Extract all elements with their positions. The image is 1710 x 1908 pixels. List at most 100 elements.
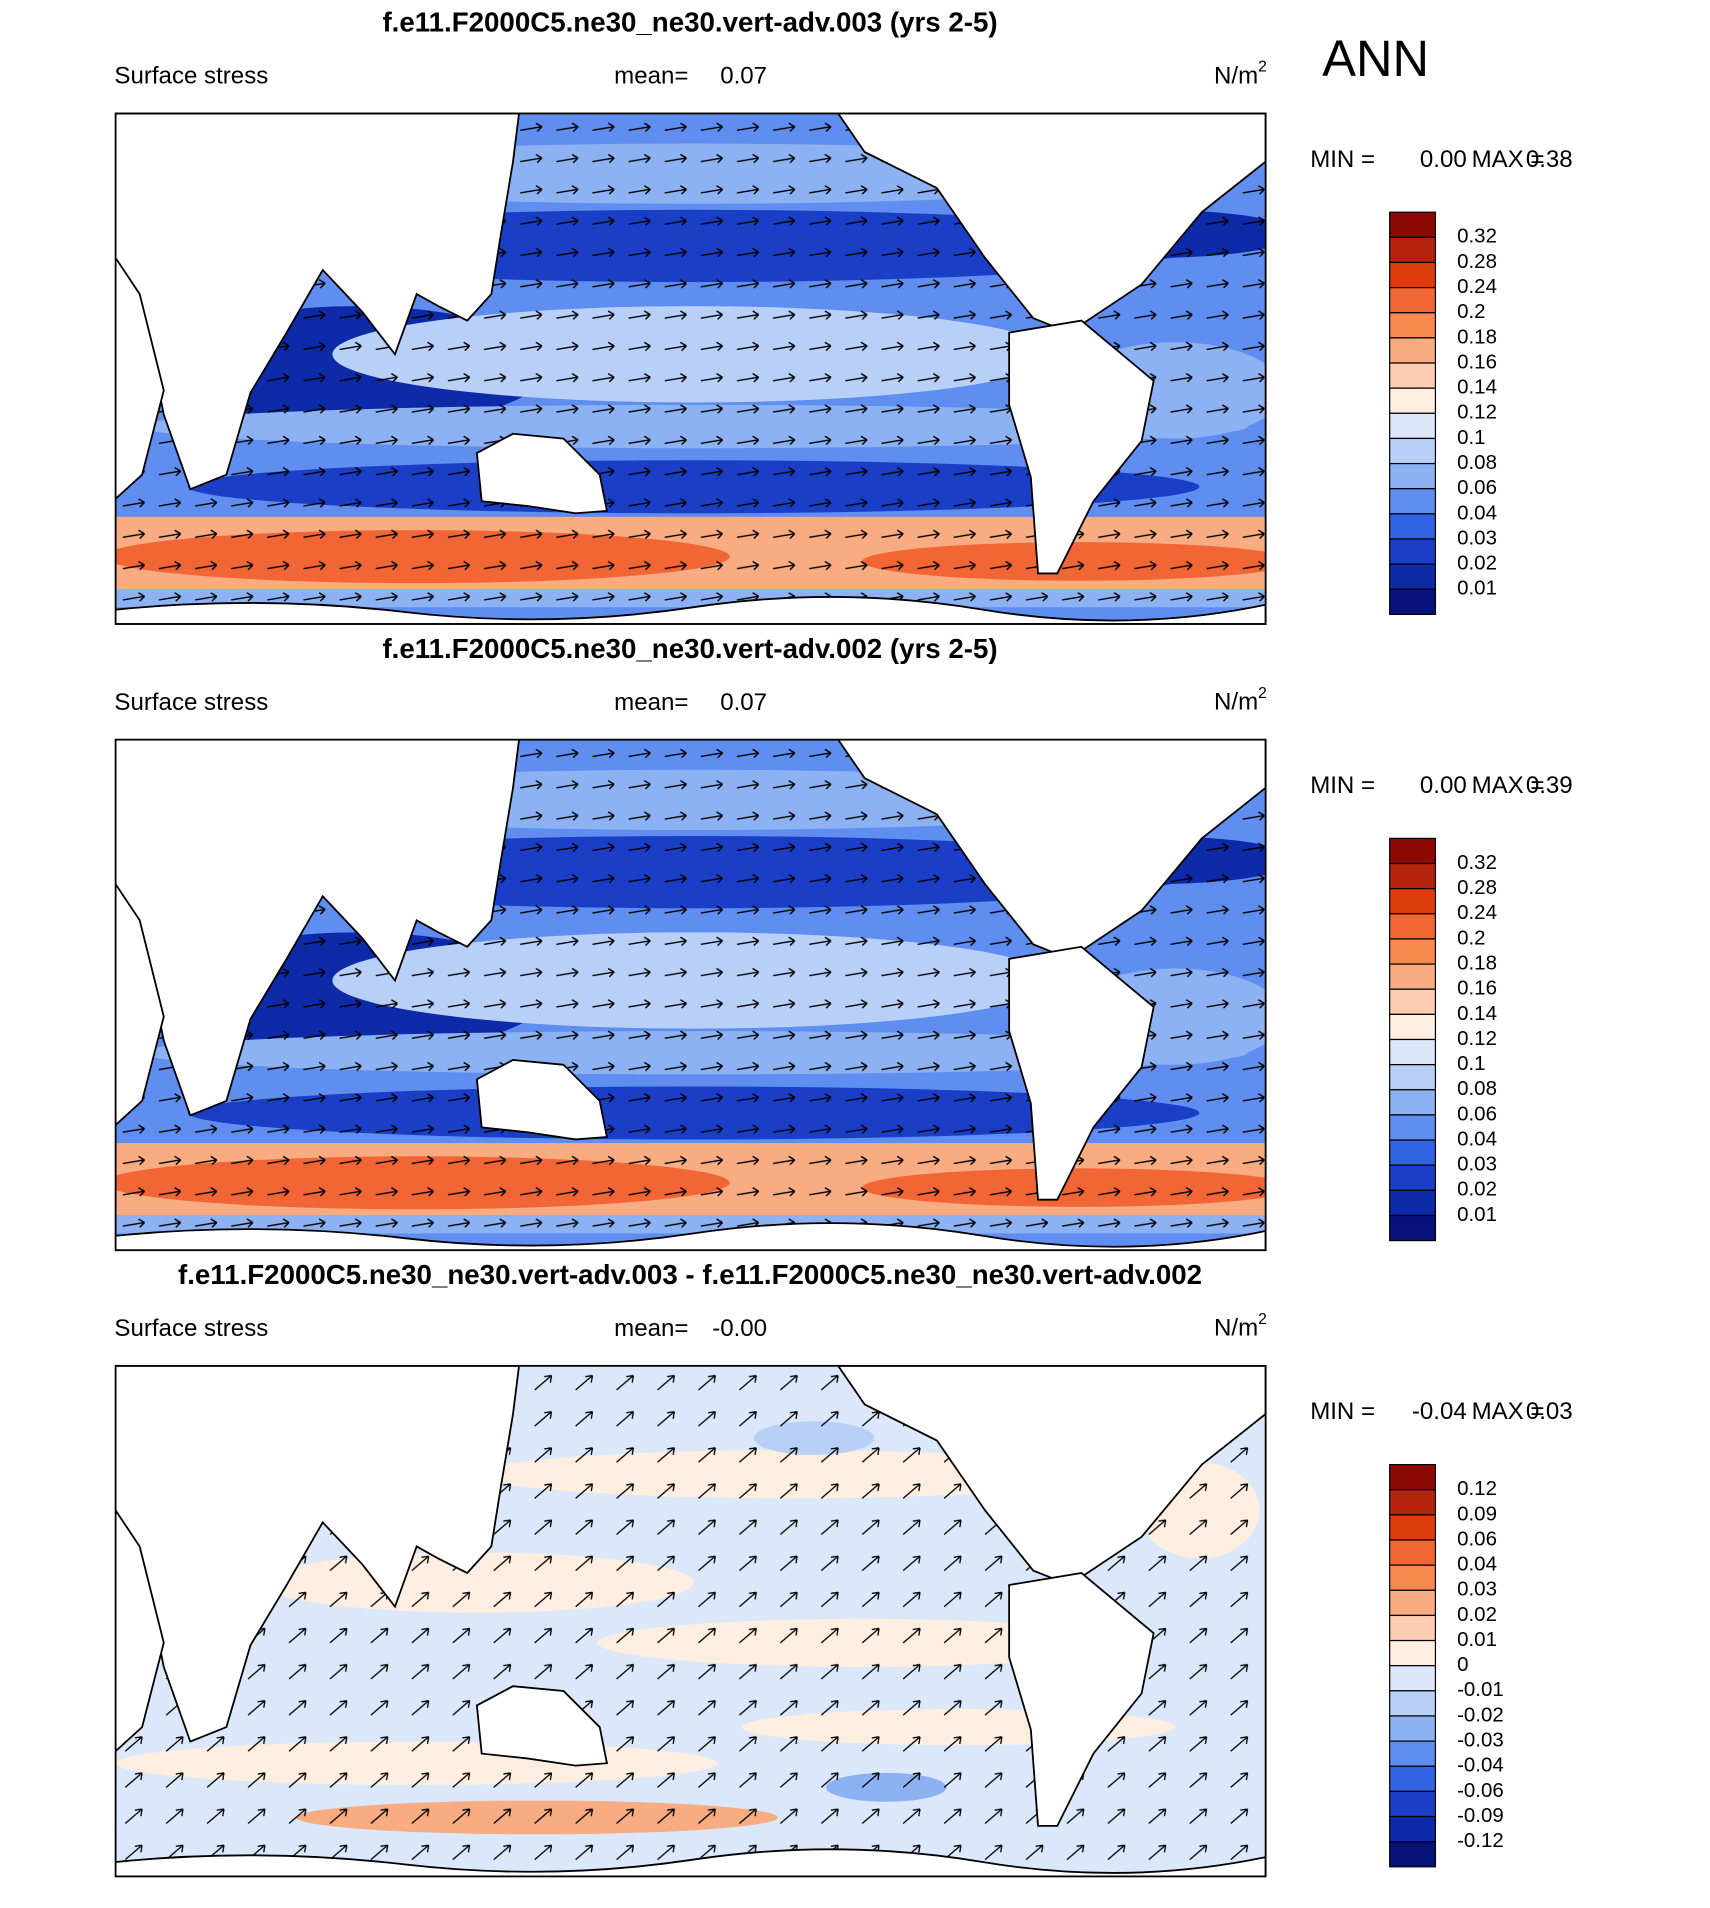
colorbar-label: -0.06 (1457, 1779, 1504, 1802)
map-field (115, 1365, 1266, 1877)
colorbar-label: -0.02 (1457, 1703, 1504, 1726)
colorbar-label: 0.06 (1457, 1527, 1497, 1550)
map-field (115, 739, 1266, 1251)
colorbar-box (1389, 1064, 1437, 1091)
units: N/m2 (1214, 685, 1267, 716)
colorbar-box (1389, 488, 1437, 515)
colorbar-box (1389, 837, 1437, 865)
colorbar-label: 0.24 (1457, 901, 1497, 924)
colorbar-box (1389, 287, 1437, 314)
max-label: MAX = (1472, 1398, 1545, 1425)
colorbar-label: 0.08 (1457, 1077, 1497, 1100)
colorbar-box (1389, 1765, 1437, 1792)
mean-label: mean= (614, 689, 688, 716)
colorbar-label: 0.28 (1457, 250, 1497, 273)
min-value: 0.00 (1420, 772, 1467, 799)
colorbar-label: -0.04 (1457, 1754, 1504, 1777)
panel: f.e11.F2000C5.ne30_ne30.vert-adv.002 (yr… (114, 633, 1573, 1252)
colorbar-label: 0.01 (1457, 1628, 1497, 1651)
units-base: N/m (1214, 1315, 1258, 1342)
colorbar-box (1389, 913, 1437, 940)
colorbar-label: 0.2 (1457, 300, 1485, 323)
panel-title: f.e11.F2000C5.ne30_ne30.vert-adv.003 (yr… (382, 7, 997, 38)
units-exponent: 2 (1258, 1311, 1267, 1328)
units: N/m2 (1214, 59, 1267, 90)
colorbar-label: 0.04 (1457, 501, 1497, 524)
map-frame (114, 112, 1267, 625)
mean-label: mean= (614, 63, 688, 90)
colorbar-label: 0.04 (1457, 1127, 1497, 1150)
max-value: 0.38 (1526, 146, 1573, 173)
colorbar-box (1389, 538, 1437, 565)
colorbar-label: 0.28 (1457, 876, 1497, 899)
map (114, 1364, 1267, 1878)
panel: f.e11.F2000C5.ne30_ne30.vert-adv.003 - f… (114, 1259, 1573, 1878)
colorbar-box (1389, 387, 1437, 414)
colorbar-box (1389, 1715, 1437, 1742)
colorbar-box (1389, 1164, 1437, 1191)
colorbar-label: 0.12 (1457, 401, 1497, 424)
units-exponent: 2 (1258, 685, 1267, 702)
colorbar-box (1389, 362, 1437, 389)
panel: f.e11.F2000C5.ne30_ne30.vert-adv.003 (yr… (114, 7, 1573, 625)
colorbar-box (1389, 1690, 1437, 1717)
colorbar-box (1389, 261, 1437, 289)
colorbar-box (1389, 211, 1437, 238)
colorbar-label: 0.02 (1457, 552, 1497, 575)
colorbar-label: 0.16 (1457, 350, 1497, 373)
units-base: N/m (1214, 63, 1258, 90)
colorbar-label: 0.02 (1457, 1603, 1497, 1626)
colorbar-box (1389, 462, 1437, 490)
colorbar-label: 0.18 (1457, 325, 1497, 348)
colorbar-box (1389, 1589, 1437, 1617)
min-value: -0.04 (1412, 1398, 1467, 1425)
colorbar-box (1389, 1463, 1437, 1491)
colorbar-box (1389, 1790, 1437, 1818)
colorbar-label: 0.12 (1457, 1027, 1497, 1050)
colorbar-box (1389, 988, 1437, 1015)
panel-title: f.e11.F2000C5.ne30_ne30.vert-adv.002 (yr… (382, 633, 997, 664)
colorbar-box (1389, 1815, 1437, 1843)
colorbar-label: 0.01 (1457, 1203, 1497, 1226)
colorbar-label: 0.03 (1457, 1578, 1497, 1601)
map-frame (114, 738, 1267, 1252)
colorbar-box (1389, 236, 1437, 264)
colorbar-label: 0.06 (1457, 1102, 1497, 1125)
colorbar-box (1389, 337, 1437, 364)
colorbar-box (1389, 862, 1437, 890)
colorbar-box (1389, 1614, 1437, 1642)
colorbar-label: 0.01 (1457, 577, 1497, 600)
colorbar-box (1389, 1539, 1437, 1566)
colorbar-box (1389, 1564, 1437, 1591)
units-base: N/m (1214, 689, 1258, 716)
colorbar-label: 0.12 (1457, 1477, 1497, 1500)
colorbar-box (1389, 1214, 1437, 1242)
max-value: 0.39 (1526, 772, 1573, 799)
left-label: Surface stress (114, 63, 268, 90)
colorbar-label: -0.12 (1457, 1829, 1504, 1852)
colorbar-box (1389, 1841, 1437, 1868)
colorbar-box (1389, 412, 1437, 440)
min-label: MIN = (1310, 1398, 1375, 1425)
colorbar-box (1389, 963, 1437, 990)
colorbar-label: 0.03 (1457, 1153, 1497, 1176)
colorbar-label: 0.14 (1457, 376, 1497, 399)
colorbar-label: 0.1 (1457, 426, 1485, 449)
units-exponent: 2 (1258, 59, 1267, 76)
min-label: MIN = (1310, 772, 1375, 799)
colorbar-box (1389, 1489, 1437, 1516)
map-field (115, 113, 1266, 625)
colorbar-box (1389, 1189, 1437, 1217)
colorbar-label: 0.06 (1457, 476, 1497, 499)
colorbar-label: -0.03 (1457, 1729, 1504, 1752)
colorbar-box (1389, 513, 1437, 540)
colorbar-label: 0.09 (1457, 1502, 1497, 1525)
mean-value: -0.00 (712, 1315, 767, 1342)
max-label: MAX = (1472, 772, 1545, 799)
colorbar-label: 0.16 (1457, 977, 1497, 1000)
colorbar-label: 0.08 (1457, 451, 1497, 474)
min-label: MIN = (1310, 146, 1375, 173)
map (114, 112, 1267, 625)
